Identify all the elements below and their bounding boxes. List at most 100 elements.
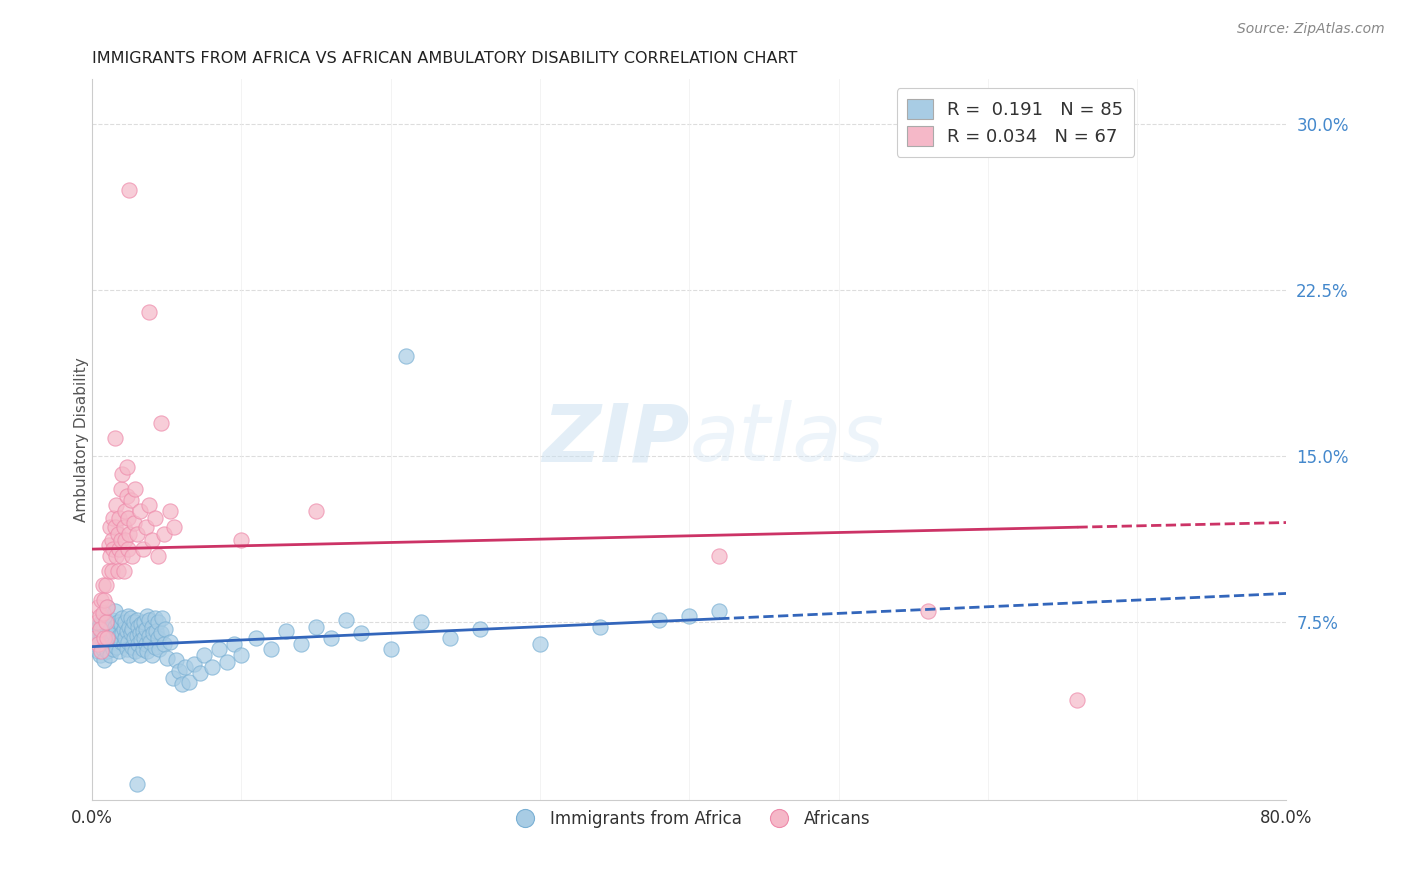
Point xyxy=(117,542,139,557)
Text: atlas: atlas xyxy=(689,401,884,478)
Point xyxy=(183,657,205,672)
Point xyxy=(305,504,328,518)
Point xyxy=(120,493,142,508)
Point xyxy=(529,637,551,651)
Point xyxy=(118,183,141,197)
Point xyxy=(91,577,114,591)
Point xyxy=(141,533,163,548)
Point xyxy=(146,549,169,563)
Point xyxy=(335,613,357,627)
Point xyxy=(129,504,152,518)
Point xyxy=(93,653,115,667)
Point xyxy=(917,604,939,618)
Y-axis label: Ambulatory Disability: Ambulatory Disability xyxy=(73,357,89,522)
Point xyxy=(135,520,157,534)
Point xyxy=(96,631,118,645)
Point xyxy=(159,635,181,649)
Point xyxy=(87,637,110,651)
Point xyxy=(91,624,114,639)
Point xyxy=(132,624,155,639)
Point xyxy=(93,593,115,607)
Legend: Immigrants from Africa, Africans: Immigrants from Africa, Africans xyxy=(502,803,877,834)
Point xyxy=(125,613,148,627)
Point xyxy=(215,655,238,669)
Point xyxy=(125,628,148,642)
Point xyxy=(96,626,118,640)
Point xyxy=(709,549,731,563)
Point xyxy=(129,626,152,640)
Point xyxy=(231,533,253,548)
Point xyxy=(132,641,155,656)
Point xyxy=(122,631,145,645)
Point xyxy=(90,644,112,658)
Point xyxy=(146,615,169,630)
Point xyxy=(110,483,132,497)
Point xyxy=(170,677,193,691)
Point xyxy=(138,498,160,512)
Point xyxy=(231,648,253,663)
Point xyxy=(97,538,120,552)
Point xyxy=(127,637,149,651)
Point xyxy=(93,631,115,645)
Point xyxy=(117,511,139,525)
Point xyxy=(138,613,160,627)
Point xyxy=(105,624,128,639)
Point xyxy=(101,511,124,525)
Point xyxy=(155,622,177,636)
Point xyxy=(118,620,141,634)
Point xyxy=(90,631,112,645)
Point xyxy=(131,632,153,647)
Point xyxy=(173,659,195,673)
Point xyxy=(135,622,157,636)
Text: IMMIGRANTS FROM AFRICA VS AFRICAN AMBULATORY DISABILITY CORRELATION CHART: IMMIGRANTS FROM AFRICA VS AFRICAN AMBULA… xyxy=(93,51,797,66)
Point xyxy=(153,637,176,651)
Point xyxy=(96,599,118,614)
Point xyxy=(103,604,125,618)
Point xyxy=(103,431,125,445)
Point xyxy=(103,635,125,649)
Point xyxy=(136,608,159,623)
Point xyxy=(118,648,141,663)
Point xyxy=(89,617,111,632)
Point xyxy=(101,542,124,557)
Point xyxy=(124,644,146,658)
Point xyxy=(103,620,125,634)
Point xyxy=(409,615,432,630)
Point xyxy=(91,608,114,623)
Text: ZIP: ZIP xyxy=(541,401,689,478)
Point xyxy=(208,641,231,656)
Point xyxy=(138,628,160,642)
Point xyxy=(148,641,170,656)
Point xyxy=(98,637,121,651)
Point xyxy=(111,467,134,481)
Point xyxy=(101,641,124,656)
Point xyxy=(143,640,166,654)
Point xyxy=(114,533,136,548)
Point xyxy=(114,504,136,518)
Point xyxy=(84,631,107,645)
Point xyxy=(136,644,159,658)
Point xyxy=(90,593,112,607)
Point xyxy=(319,631,342,645)
Point xyxy=(94,613,117,627)
Point xyxy=(107,526,129,541)
Point xyxy=(305,620,328,634)
Point xyxy=(141,620,163,634)
Text: Source: ZipAtlas.com: Source: ZipAtlas.com xyxy=(1237,22,1385,37)
Point xyxy=(120,611,142,625)
Point xyxy=(122,516,145,530)
Point xyxy=(84,637,107,651)
Point xyxy=(108,644,131,658)
Point xyxy=(112,637,135,651)
Point xyxy=(156,650,179,665)
Point xyxy=(117,608,139,623)
Point xyxy=(96,599,118,614)
Point xyxy=(121,640,143,654)
Point xyxy=(111,611,134,625)
Point xyxy=(121,549,143,563)
Point xyxy=(193,648,215,663)
Point xyxy=(125,777,148,791)
Point xyxy=(114,631,136,645)
Point xyxy=(100,564,122,578)
Point xyxy=(163,520,186,534)
